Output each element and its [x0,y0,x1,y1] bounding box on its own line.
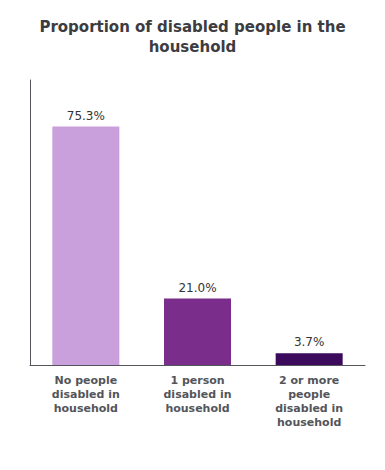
svg-text:1 person: 1 person [170,374,224,387]
svg-text:household: household [149,38,237,56]
svg-text:disabled in: disabled in [163,388,231,401]
svg-text:2 or more: 2 or more [279,374,339,387]
svg-text:Proportion of disabled people: Proportion of disabled people in the [39,18,345,36]
svg-text:people: people [288,388,330,401]
svg-text:75.3%: 75.3% [67,109,105,123]
svg-text:No people: No people [55,374,118,387]
svg-text:21.0%: 21.0% [178,281,216,295]
svg-text:household: household [277,416,341,429]
svg-text:3.7%: 3.7% [294,335,325,349]
svg-text:household: household [54,402,118,415]
svg-text:household: household [165,402,229,415]
svg-text:disabled in: disabled in [52,388,120,401]
svg-text:disabled in: disabled in [275,402,343,415]
